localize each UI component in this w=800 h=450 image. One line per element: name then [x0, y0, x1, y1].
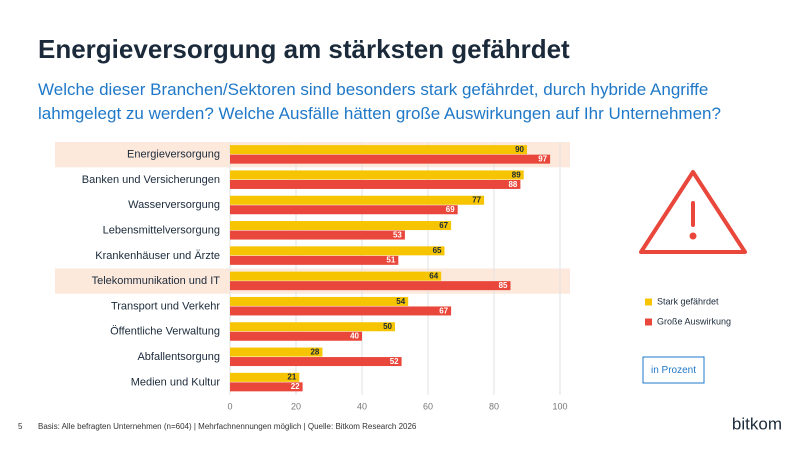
legend-label: Stark gefährdet: [657, 296, 719, 306]
bar: [230, 306, 452, 316]
bar: [230, 246, 445, 256]
value-label: 53: [393, 230, 402, 239]
x-tick-label: 100: [552, 401, 567, 411]
y-tick-label: Öffentliche Verwaltung: [110, 326, 220, 338]
bar: [230, 179, 521, 189]
y-tick-label: Transport und Verkehr: [111, 300, 220, 312]
value-label: 97: [538, 155, 547, 164]
y-tick-label: Energieversorgung: [127, 149, 220, 161]
y-tick-label: Telekommunikation und IT: [92, 275, 221, 287]
bar: [230, 296, 409, 306]
value-label: 28: [310, 347, 319, 356]
value-label: 67: [439, 221, 448, 230]
x-tick-label: 80: [489, 401, 499, 411]
bar: [230, 281, 511, 291]
value-label: 54: [396, 297, 405, 306]
subtitle: Welche dieser Branchen/Sektoren sind bes…: [38, 80, 721, 123]
value-label: 52: [390, 357, 399, 366]
title: Energieversorgung am stärksten gefährdet: [38, 34, 570, 64]
value-label: 65: [433, 246, 442, 255]
bar: [230, 331, 362, 341]
unit-note: in Prozent: [651, 365, 696, 376]
y-tick-label: Krankenhäuser und Ärzte: [95, 250, 220, 262]
legend-swatch: [645, 298, 652, 306]
bar: [230, 195, 485, 205]
unit-box: [642, 356, 705, 384]
bar: [230, 322, 395, 332]
value-label: 51: [386, 256, 395, 265]
bar: [230, 170, 524, 180]
value-label: 90: [515, 145, 524, 154]
logo: bitkom: [732, 414, 782, 433]
value-label: 85: [499, 281, 508, 290]
legend-label: Große Auswirkung: [657, 316, 731, 326]
bar: [230, 357, 402, 367]
bar: [230, 154, 551, 164]
value-label: 64: [429, 272, 438, 281]
bar: [230, 255, 399, 265]
bar: [230, 221, 452, 231]
value-label: 67: [439, 306, 448, 315]
value-label: 69: [446, 205, 455, 214]
y-tick-label: Medien und Kultur: [131, 376, 221, 388]
x-tick-label: 20: [291, 401, 301, 411]
y-tick-label: Abfallentsorgung: [137, 351, 220, 363]
value-label: 77: [472, 196, 481, 205]
page-number: 5: [18, 422, 23, 431]
bar: [230, 271, 442, 281]
value-label: 22: [291, 382, 300, 391]
value-label: 50: [383, 322, 392, 331]
bar: [230, 347, 323, 357]
x-tick-label: 60: [423, 401, 433, 411]
value-label: 21: [287, 373, 296, 382]
value-label: 40: [350, 332, 359, 341]
value-label: 89: [512, 170, 521, 179]
warning-icon: [639, 170, 747, 254]
source-note: Basis: Alle befragten Unternehmen (n=604…: [38, 422, 417, 431]
value-label: 88: [508, 180, 517, 189]
y-tick-label: Banken und Versicherungen: [82, 174, 220, 186]
x-tick-label: 0: [227, 401, 232, 411]
bar: [230, 145, 527, 155]
legend-swatch: [645, 318, 652, 326]
y-tick-label: Lebensmittelversorgung: [103, 224, 220, 236]
x-tick-label: 40: [357, 401, 367, 411]
bar: [230, 382, 303, 392]
bar: [230, 205, 458, 215]
bar: [230, 230, 405, 240]
bar: [230, 372, 300, 382]
y-tick-label: Wasserversorgung: [128, 199, 220, 211]
